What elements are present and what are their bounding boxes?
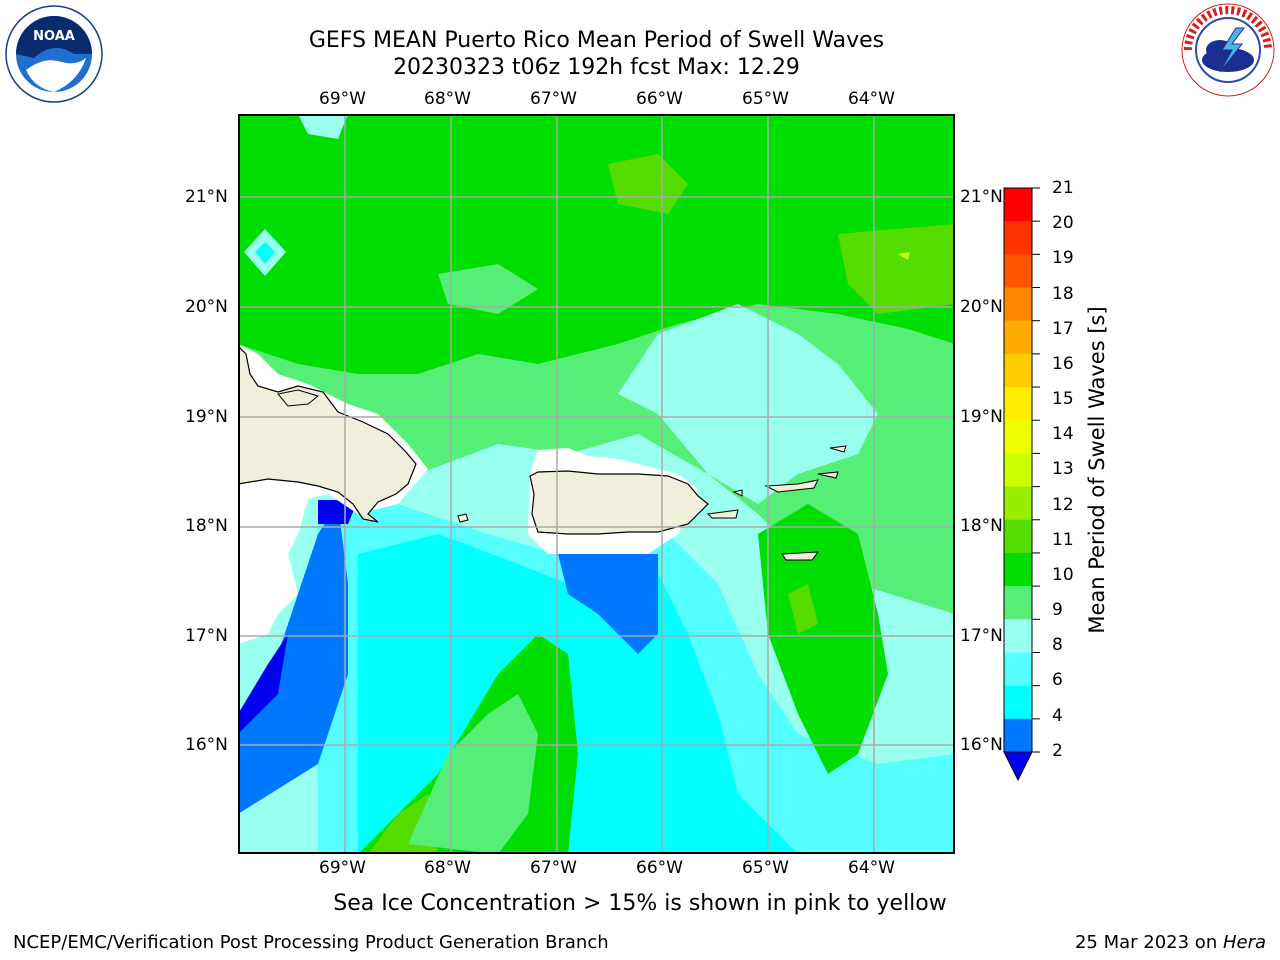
colorbar-tick: 9 (1052, 600, 1063, 620)
lat-label-left: 16°N (185, 735, 228, 755)
lon-label-top: 66°W (636, 89, 683, 109)
colorbar-swatch (1004, 221, 1032, 255)
lat-label-right: 19°N (960, 407, 1003, 427)
svg-text:NOAA: NOAA (33, 29, 75, 44)
colorbar-tick: 6 (1052, 670, 1063, 690)
colorbar-swatch (1004, 353, 1032, 388)
lat-label-right: 17°N (960, 626, 1003, 646)
lat-label-left: 20°N (185, 297, 228, 317)
colorbar-swatch (1004, 453, 1032, 488)
colorbar-swatch (1004, 552, 1032, 587)
lon-label-bottom: 66°W (636, 858, 683, 878)
colorbar-tick: 13 (1052, 459, 1074, 479)
colorbar-tick: 11 (1052, 530, 1074, 550)
footer-date: 25 Mar 2023 on Hera (1075, 932, 1266, 953)
lat-label-right: 18°N (960, 516, 1003, 536)
colorbar-swatch (1004, 486, 1032, 521)
lat-label-left: 18°N (185, 516, 228, 536)
lat-label-right: 21°N (960, 187, 1003, 207)
footer-host: Hera (1222, 932, 1266, 953)
lat-label-right: 20°N (960, 297, 1003, 317)
colorbar-swatch (1004, 320, 1032, 355)
lon-label-bottom: 67°W (530, 858, 577, 878)
colorbar-tick: 16 (1052, 354, 1074, 374)
lon-label-top: 69°W (319, 89, 366, 109)
colorbar-swatch (1004, 420, 1032, 454)
lon-label-top: 65°W (742, 89, 789, 109)
swell-period-map (237, 114, 955, 854)
map-frame (238, 114, 955, 854)
colorbar-tick: 10 (1052, 565, 1074, 585)
lon-label-top: 67°W (530, 89, 577, 109)
lon-label-bottom: 64°W (848, 858, 895, 878)
lon-label-top: 64°W (848, 89, 895, 109)
map-panel (237, 114, 955, 854)
noaa-logo: NOAA (4, 4, 104, 104)
chart-title: GEFS MEAN Puerto Rico Mean Period of Swe… (308, 28, 885, 53)
colorbar (1000, 186, 1046, 784)
colorbar-swatch (1004, 685, 1032, 720)
colorbar-tick: 4 (1052, 706, 1063, 726)
colorbar-swatch (1004, 652, 1032, 687)
lon-label-top: 68°W (424, 89, 471, 109)
lat-label-left: 17°N (185, 626, 228, 646)
lon-label-bottom: 69°W (319, 858, 366, 878)
colorbar-frame (1003, 187, 1033, 753)
colorbar-ticks: 21 20 19 18 17 16 15 14 13 12 11 10 9 8 … (1052, 178, 1092, 778)
colorbar-tick: 18 (1052, 284, 1074, 304)
colorbar-tick: 17 (1052, 319, 1074, 339)
colorbar-tick: 19 (1052, 248, 1074, 268)
field-11s-north (238, 114, 955, 374)
hispaniola-land (237, 344, 417, 523)
chart-subtitle: 20230323 t06z 192h fcst Max: 12.29 (393, 55, 800, 80)
lat-label-left: 21°N (185, 187, 228, 207)
colorbar-tick: 14 (1052, 424, 1074, 444)
colorbar-extend-triangle (1003, 751, 1033, 782)
footer-credit: NCEP/EMC/Verification Post Processing Pr… (13, 932, 609, 953)
colorbar-swatch (1004, 619, 1032, 653)
colorbar-tick: 15 (1052, 389, 1074, 409)
colorbar-swatch (1004, 718, 1032, 753)
colorbar-swatch (1004, 254, 1032, 289)
colorbar-tick: 12 (1052, 495, 1074, 515)
colorbar-tick: 21 (1052, 178, 1074, 198)
colorbar-label: Mean Period of Swell Waves [s] (1085, 306, 1109, 634)
colorbar-tick: 8 (1052, 635, 1063, 655)
colorbar-swatch (1004, 387, 1032, 421)
colorbar-swatch (1004, 519, 1032, 554)
lat-label-right: 16°N (960, 735, 1003, 755)
sea-ice-caption: Sea Ice Concentration > 15% is shown in … (333, 891, 947, 916)
lon-label-bottom: 68°W (424, 858, 471, 878)
colorbar-swatch (1004, 287, 1032, 322)
colorbar-tick: 20 (1052, 213, 1074, 233)
lon-label-bottom: 65°W (742, 858, 789, 878)
colorbar-scale (1003, 187, 1040, 782)
nws-logo (1178, 2, 1278, 102)
puerto-rico-land (529, 470, 709, 535)
colorbar-tick: 2 (1052, 741, 1063, 761)
graticule (238, 114, 955, 854)
lat-label-left: 19°N (185, 407, 228, 427)
footer-date-text: 25 Mar 2023 on (1074, 932, 1223, 953)
colorbar-swatch (1004, 586, 1032, 620)
colorbar-swatch (1004, 188, 1032, 222)
